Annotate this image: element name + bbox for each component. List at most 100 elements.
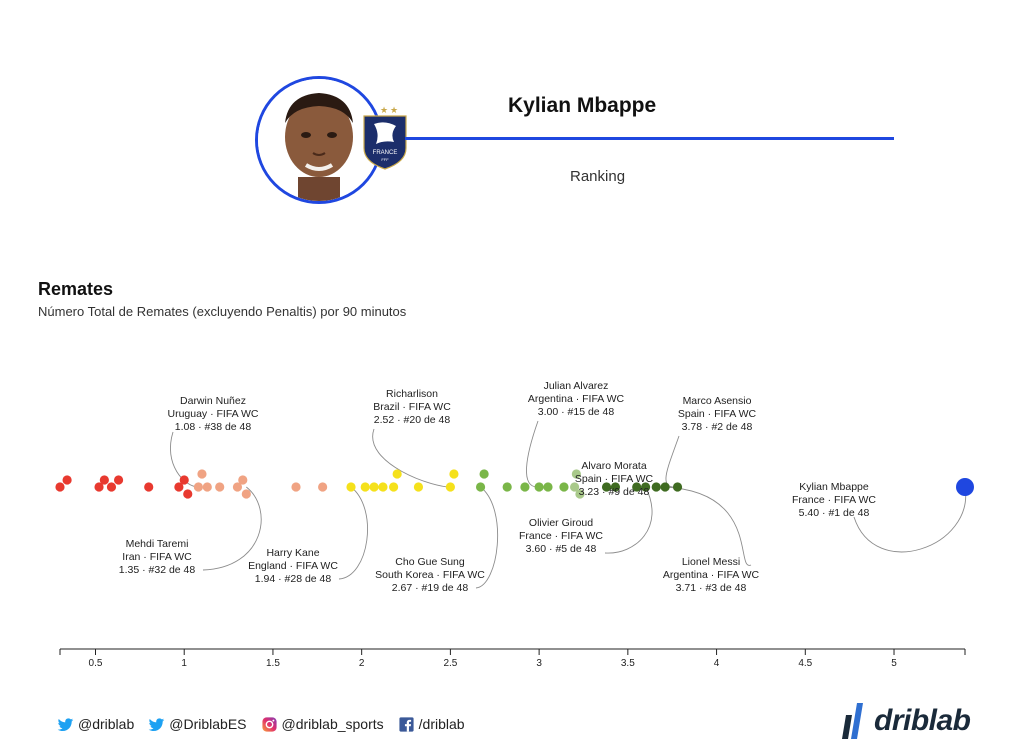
player-dot xyxy=(392,469,402,479)
annotation-player-name: Alvaro Morata xyxy=(581,460,647,472)
annotation-connector xyxy=(475,486,499,589)
player-dot xyxy=(520,482,530,492)
footer-link-facebook[interactable]: /driblab xyxy=(398,716,465,733)
footer-link-label: @driblab xyxy=(78,716,135,732)
annotation-connector xyxy=(665,435,680,488)
player-photo-icon xyxy=(258,79,380,201)
annotation-team: Uruguay · FIFA WC xyxy=(167,408,258,420)
player-dot xyxy=(640,482,651,492)
player-dot xyxy=(559,482,569,492)
annotation-value: 3.23 · #9 de 48 xyxy=(579,486,650,498)
player-dot xyxy=(202,482,212,492)
annotation-value: 3.71 · #3 de 48 xyxy=(676,582,747,594)
annotation-team: Argentina · FIFA WC xyxy=(663,569,760,581)
brand-name: driblab xyxy=(874,704,971,737)
player-dot xyxy=(346,482,356,492)
player-name: Kylian Mbappe xyxy=(508,94,657,117)
player-dot xyxy=(543,482,553,492)
player-dot xyxy=(445,482,455,492)
annotation-value: 2.52 · #20 de 48 xyxy=(374,414,451,426)
player-dot xyxy=(144,482,154,492)
player-avatar xyxy=(255,76,383,204)
player-dot xyxy=(55,482,65,492)
player-dot xyxy=(575,489,585,499)
x-axis-tick-label: 1 xyxy=(181,658,187,669)
player-dot xyxy=(197,469,207,479)
x-axis-tick-label: 5 xyxy=(891,658,897,669)
annotation-player-name: Lionel Messi xyxy=(682,556,740,568)
annotation-player-name: Darwin Nuñez xyxy=(180,395,246,407)
annotation-team: Iran · FIFA WC xyxy=(122,551,192,563)
footer-link-twitter-driblabes[interactable]: @DriblabES xyxy=(148,716,247,733)
player-dot xyxy=(479,469,489,479)
annotation-team: Spain · FIFA WC xyxy=(678,408,757,420)
player-dot xyxy=(389,482,399,492)
annotation-value: 3.78 · #2 de 48 xyxy=(682,421,753,433)
annotation-value: 1.94 · #28 de 48 xyxy=(255,573,332,585)
player-dot xyxy=(360,482,370,492)
annotation-team: Brazil · FIFA WC xyxy=(373,401,451,413)
svg-text:★: ★ xyxy=(390,105,398,115)
annotation-value: 5.40 · #1 de 48 xyxy=(799,507,870,519)
player-dot xyxy=(215,482,225,492)
player-dot xyxy=(378,482,388,492)
player-dot xyxy=(291,482,301,492)
driblab-logo-icon xyxy=(842,703,863,739)
player-dot xyxy=(672,482,683,492)
x-axis-tick-label: 2 xyxy=(359,658,365,669)
player-dot xyxy=(94,482,104,492)
player-dot xyxy=(571,469,581,479)
player-dot xyxy=(651,482,661,492)
instagram-icon xyxy=(261,716,277,732)
annotation-player-name: Kylian Mbappe xyxy=(799,481,869,493)
france-crest-icon: ★ ★ FRANCE FFF xyxy=(363,105,407,170)
player-dot xyxy=(369,482,379,492)
annotation-value: 1.35 · #32 de 48 xyxy=(119,564,196,576)
highlight-player-dot xyxy=(956,478,974,496)
twitter-icon xyxy=(57,717,74,731)
header-divider xyxy=(405,137,894,140)
annotation-connector xyxy=(338,486,368,580)
ranking-label: Ranking xyxy=(570,168,626,185)
footer-link-twitter-driblab[interactable]: @driblab xyxy=(57,716,134,733)
svg-text:★: ★ xyxy=(380,105,388,115)
player-dot xyxy=(601,482,612,492)
player-dot xyxy=(632,482,642,492)
annotation-player-name: Mehdi Taremi xyxy=(126,538,189,550)
footer-link-label: @DriblabES xyxy=(169,716,247,732)
player-dot xyxy=(660,482,670,492)
annotation-team: Argentina · FIFA WC xyxy=(528,393,625,405)
annotation-value: 1.08 · #38 de 48 xyxy=(175,421,252,433)
annotation-player-name: Harry Kane xyxy=(266,547,319,559)
player-dot xyxy=(193,482,204,492)
player-dot xyxy=(106,482,117,492)
annotation-value: 2.67 · #19 de 48 xyxy=(392,582,469,594)
chart-title: Remates xyxy=(38,279,114,299)
x-axis-tick-label: 3.5 xyxy=(621,658,635,669)
annotation-connector xyxy=(853,486,967,553)
player-dot xyxy=(570,482,580,492)
annotation-player-name: Marco Asensio xyxy=(683,395,752,407)
facebook-icon xyxy=(399,716,414,732)
player-dot xyxy=(241,489,251,499)
player-dot xyxy=(179,475,189,485)
annotation-value: 3.00 · #15 de 48 xyxy=(538,406,615,418)
footer-link-instagram[interactable]: @driblab_sports xyxy=(261,716,384,733)
annotation-player-name: Julian Alvarez xyxy=(544,380,609,392)
x-axis-tick-label: 4 xyxy=(714,658,720,669)
annotation-connector xyxy=(372,428,454,488)
annotation-team: England · FIFA WC xyxy=(248,560,338,572)
annotation-connector xyxy=(604,486,653,554)
annotation-team: Spain · FIFA WC xyxy=(575,473,654,485)
x-axis-tick-label: 3 xyxy=(536,658,542,669)
player-dot xyxy=(534,482,544,492)
player-dot xyxy=(449,469,459,479)
annotation-connector xyxy=(202,486,262,571)
annotation-team: South Korea · FIFA WC xyxy=(375,569,485,581)
badge-subtext: FFF xyxy=(381,157,389,162)
badge-text: FRANCE xyxy=(373,150,398,156)
france-federation-badge: ★ ★ FRANCE FFF xyxy=(360,104,410,170)
player-dot xyxy=(413,482,424,492)
annotation-connector xyxy=(665,486,752,566)
